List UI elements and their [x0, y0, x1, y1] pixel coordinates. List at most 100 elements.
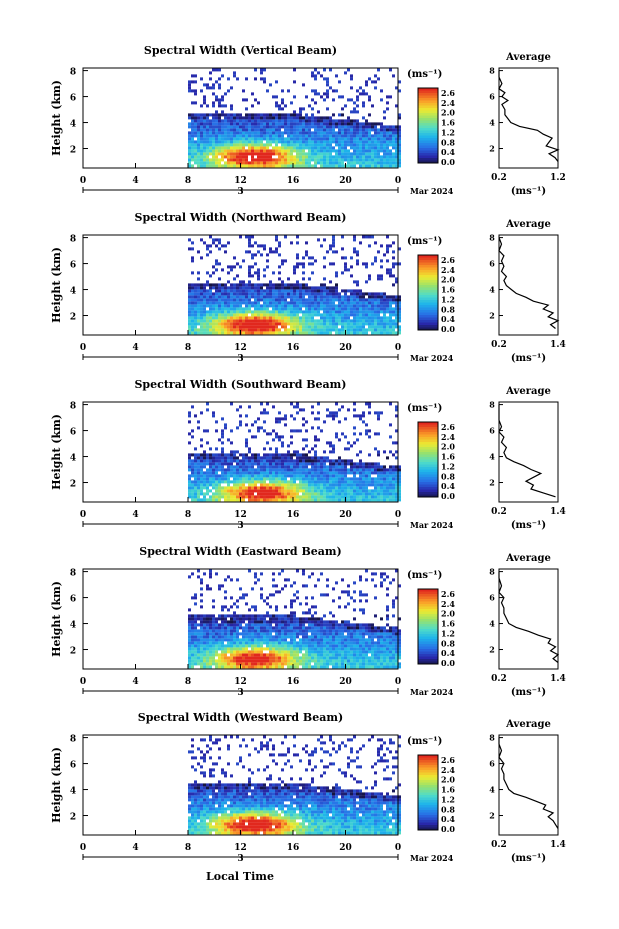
heatmap-cell — [278, 152, 281, 156]
heatmap-cell — [218, 307, 221, 311]
heatmap-cell — [365, 313, 368, 317]
heatmap-cell — [290, 325, 293, 329]
heatmap-cell — [284, 620, 287, 624]
heatmap-cell — [260, 328, 263, 332]
heatmap-cell — [263, 158, 266, 162]
heatmap-cell — [308, 104, 311, 108]
heatmap-cell — [314, 465, 317, 469]
heatmap-cell — [371, 104, 374, 108]
heatmap-cell — [317, 489, 320, 493]
heatmap-cell — [227, 325, 230, 329]
heatmap-cell — [314, 77, 317, 81]
heatmap-cell — [221, 432, 224, 436]
heatmap-cell — [200, 456, 203, 460]
heatmap-cell — [188, 149, 191, 153]
heatmap-cell — [296, 283, 299, 287]
heatmap-cell — [206, 662, 209, 666]
heatmap-cell — [257, 620, 260, 624]
heatmap-cell — [386, 101, 389, 105]
colorbar-tick-label: 0.0 — [441, 157, 455, 167]
heatmap-cell — [278, 471, 281, 475]
heatmap-cell — [287, 629, 290, 633]
heatmap-cell — [323, 149, 326, 153]
heatmap-cell — [224, 301, 227, 305]
heatmap-cell — [224, 164, 227, 168]
heatmap-cell — [272, 146, 275, 150]
heatmap-cell — [212, 605, 215, 609]
heatmap-cell — [248, 468, 251, 472]
heatmap-cell — [296, 489, 299, 493]
heatmap-cell — [305, 286, 308, 290]
heatmap-cell — [266, 498, 269, 502]
heatmap-cell — [200, 140, 203, 144]
heatmap-cell — [368, 313, 371, 317]
heatmap-cell — [218, 241, 221, 245]
heatmap-cell — [284, 149, 287, 153]
heatmap-cell — [338, 137, 341, 141]
heatmap-cell — [320, 292, 323, 296]
heatmap-cell — [206, 659, 209, 663]
heatmap-cell — [275, 435, 278, 439]
heatmap-cell — [221, 459, 224, 463]
heatmap-cell — [227, 635, 230, 639]
heatmap-cell — [290, 298, 293, 302]
colorbar-segment — [418, 317, 438, 321]
heatmap-cell — [221, 641, 224, 645]
heatmap-cell — [194, 620, 197, 624]
heatmap-cell — [329, 322, 332, 326]
heatmap-cell — [383, 489, 386, 493]
heatmap-cell — [368, 310, 371, 314]
heatmap-cell — [344, 256, 347, 260]
heatmap-cell — [227, 498, 230, 502]
heatmap-cell — [257, 313, 260, 317]
heatmap-cell — [275, 247, 278, 251]
heatmap-cell — [230, 402, 233, 406]
heatmap-cell — [329, 310, 332, 314]
heatmap-cell — [305, 665, 308, 669]
heatmap-cell — [305, 420, 308, 424]
heatmap-cell — [245, 644, 248, 648]
heatmap-cell — [194, 328, 197, 332]
heatmap-cell — [302, 304, 305, 308]
heatmap-cell — [209, 143, 212, 147]
heatmap-cell — [392, 262, 395, 266]
heatmap-cell — [236, 286, 239, 290]
heatmap-cell — [206, 161, 209, 165]
heatmap-cell — [275, 483, 278, 487]
average-x-tick-label: 1.4 — [550, 340, 566, 350]
heatmap-cell — [224, 292, 227, 296]
heatmap-cell — [248, 283, 251, 287]
heatmap-cell — [257, 143, 260, 147]
heatmap-cell — [269, 131, 272, 135]
heatmap-cell — [296, 569, 299, 573]
heatmap-cell — [398, 113, 401, 117]
heatmap-cell — [326, 92, 329, 96]
heatmap-cell — [281, 140, 284, 144]
heatmap-cell — [206, 483, 209, 487]
heatmap-cell — [362, 149, 365, 153]
heatmap-cell — [248, 268, 251, 272]
heatmap-cell — [248, 477, 251, 481]
heatmap-cell — [299, 626, 302, 630]
heatmap-cell — [197, 650, 200, 654]
heatmap-cell — [377, 146, 380, 150]
heatmap-cell — [296, 328, 299, 332]
heatmap-cell — [200, 89, 203, 93]
heatmap-cell — [257, 113, 260, 117]
heatmap-cell — [233, 659, 236, 663]
heatmap-cell — [326, 77, 329, 81]
heatmap-cell — [203, 316, 206, 320]
heatmap-cell — [239, 310, 242, 314]
heatmap-cell — [302, 265, 305, 269]
heatmap-cell — [212, 599, 215, 603]
heatmap-cell — [389, 149, 392, 153]
heatmap-cell — [320, 498, 323, 502]
heatmap-cell — [203, 474, 206, 478]
heatmap-cell — [200, 453, 203, 457]
heatmap-cell — [251, 453, 254, 457]
heatmap-cell — [311, 459, 314, 463]
heatmap-cell — [317, 140, 320, 144]
heatmap-cell — [215, 489, 218, 493]
heatmap-cell — [341, 137, 344, 141]
heatmap-cell — [206, 295, 209, 299]
